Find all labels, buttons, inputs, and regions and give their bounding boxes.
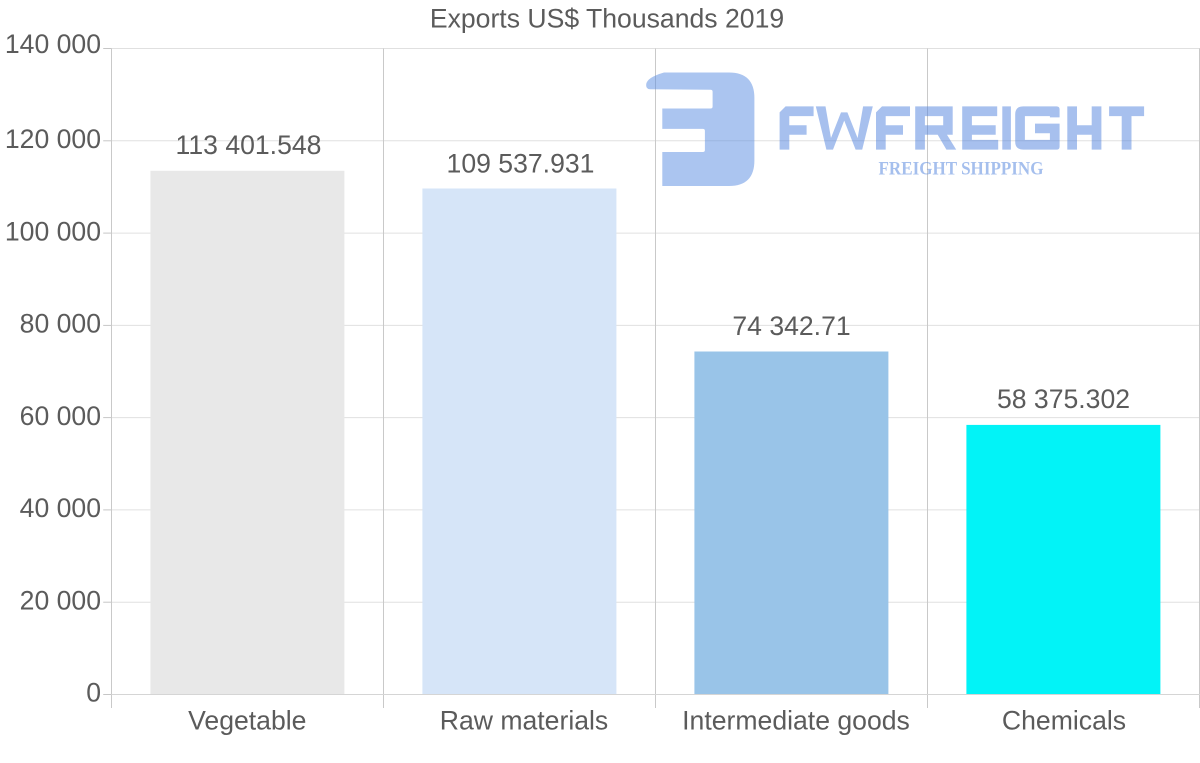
svg-text:40 000: 40 000 [20,493,101,523]
svg-text:140 000: 140 000 [5,29,101,59]
svg-text:Raw materials: Raw materials [440,706,608,736]
svg-text:74 342.71: 74 342.71 [732,311,850,341]
svg-text:109 537.931: 109 537.931 [447,148,595,178]
svg-text:120 000: 120 000 [5,124,101,154]
svg-text:Chemicals: Chemicals [1002,706,1126,736]
svg-text:113 401.548: 113 401.548 [176,130,322,160]
svg-text:20 000: 20 000 [20,585,101,615]
svg-text:100 000: 100 000 [5,216,101,246]
svg-text:FREIGHT SHIPPING: FREIGHT SHIPPING [879,159,1044,179]
svg-text:80 000: 80 000 [20,309,101,339]
svg-text:Intermediate goods: Intermediate goods [682,706,910,736]
svg-text:60 000: 60 000 [20,401,101,431]
svg-text:Exports US$ Thousands 2019: Exports US$ Thousands 2019 [430,4,784,34]
svg-text:58 375.302: 58 375.302 [997,384,1130,414]
svg-text:Vegetable: Vegetable [188,706,306,736]
svg-text:0: 0 [86,678,101,708]
